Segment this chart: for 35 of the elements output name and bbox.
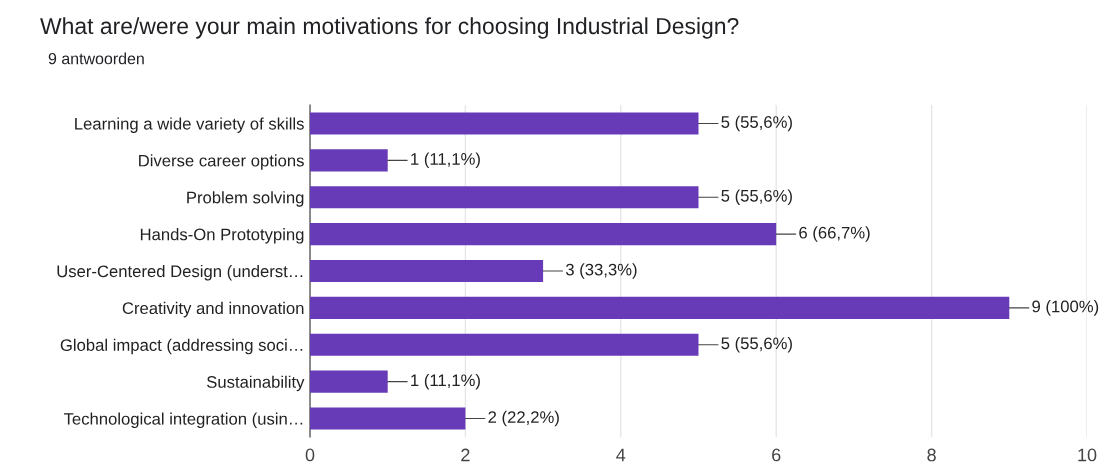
y-tick-label: Hands-On Prototyping xyxy=(140,228,304,244)
data-label: 1 (11,1%) xyxy=(411,373,480,390)
y-tick-label: User-Centered Design (underst… xyxy=(57,264,303,281)
bar xyxy=(310,296,1010,319)
data-label: 5 (55,6%) xyxy=(721,115,792,132)
bar xyxy=(310,259,544,283)
chart-title: What are/were your main motivations for choosing Industrial Design? xyxy=(40,17,739,39)
data-label: 5 (55,6%) xyxy=(721,337,792,353)
y-tick-label: Creativity and innovation xyxy=(122,301,304,318)
y-tick-label: Diverse career options xyxy=(139,154,304,170)
y-tick-label: Technological integration (usin… xyxy=(63,412,303,429)
data-label: 2 (22,2%) xyxy=(488,410,559,427)
data-label: 3 (33,3%) xyxy=(565,263,637,279)
bar xyxy=(310,186,699,209)
x-tick-label: 10 xyxy=(1078,448,1097,462)
text: 9 antwoorden xyxy=(48,52,144,65)
bar xyxy=(310,149,388,172)
x-tick-label: 8 xyxy=(927,448,936,462)
bar xyxy=(310,407,466,430)
x-tick-label: 0 xyxy=(305,448,315,462)
y-tick-label: Global impact (addressing soci… xyxy=(60,338,303,355)
y-tick-label: Learning a wide variety of skills xyxy=(75,117,304,133)
y-tick-label: Problem solving xyxy=(187,191,304,207)
x-tick-label: 4 xyxy=(616,448,626,462)
bar xyxy=(310,112,699,135)
data-label: 1 (11,1%) xyxy=(411,152,480,169)
data-label: 5 (55,6%) xyxy=(721,189,792,205)
x-tick-label: 2 xyxy=(461,448,470,462)
data-label: 6 (66,7%) xyxy=(799,226,870,242)
bar xyxy=(310,370,388,393)
bar xyxy=(310,333,699,356)
bar xyxy=(310,223,777,246)
x-tick-label: 6 xyxy=(772,448,781,462)
data-label: 9 (100%) xyxy=(1032,300,1099,316)
y-tick-label: Sustainability xyxy=(207,375,305,392)
